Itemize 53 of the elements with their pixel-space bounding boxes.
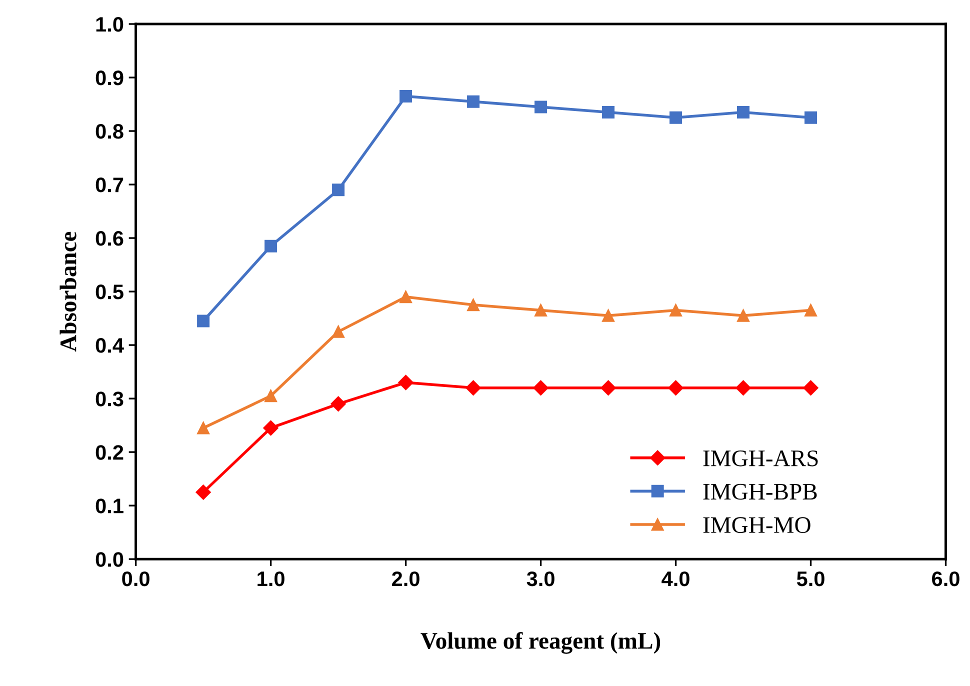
y-tick-label: 1.0 — [96, 17, 124, 32]
point — [534, 100, 548, 114]
y-tick-label: 0.5 — [96, 284, 124, 300]
point — [400, 90, 412, 102]
point — [737, 309, 750, 322]
point — [804, 304, 818, 317]
point — [466, 380, 481, 396]
point — [803, 380, 818, 396]
x-tick-label: 4.0 — [662, 571, 690, 586]
point — [467, 95, 480, 108]
y-tick-label: 0.7 — [96, 178, 124, 192]
point — [264, 390, 278, 402]
point — [197, 314, 210, 328]
y-tick-label: 0.1 — [96, 498, 124, 514]
y-tick-label: 0.0 — [96, 552, 124, 567]
point — [264, 240, 278, 252]
point — [398, 374, 414, 390]
x-tick-label: 0.0 — [122, 571, 150, 586]
point — [400, 290, 412, 304]
y-axis-title: Absorbance — [60, 232, 76, 352]
y-tick-label: 0.6 — [96, 231, 124, 246]
point — [602, 309, 615, 322]
point — [600, 380, 616, 396]
legend-label: IMGH-BPB — [703, 484, 817, 500]
x-axis-title: Volume of reagent (mL) — [420, 632, 660, 654]
point — [197, 422, 210, 434]
y-tick-label: 0.2 — [96, 445, 124, 460]
y-tick-label: 0.4 — [96, 338, 124, 353]
point — [602, 106, 615, 119]
legend-label: IMGH-MO — [703, 517, 810, 534]
point — [332, 325, 345, 338]
x-tick-label: 2.0 — [392, 571, 420, 586]
x-tick-label: 3.0 — [526, 571, 554, 586]
point — [332, 184, 345, 196]
legend-label: IMGH-ARS — [703, 450, 818, 466]
point — [737, 106, 750, 119]
x-tick-label: 6.0 — [932, 571, 960, 586]
point — [467, 298, 480, 312]
y-tick-label: 0.9 — [96, 70, 124, 86]
point — [736, 380, 751, 396]
point — [196, 484, 211, 500]
point — [330, 396, 346, 412]
point — [668, 380, 684, 396]
point — [263, 420, 278, 436]
point — [533, 380, 548, 396]
point — [804, 111, 818, 124]
y-tick-label: 0.3 — [96, 392, 124, 406]
point — [670, 304, 682, 317]
x-tick-label: 5.0 — [796, 571, 824, 586]
x-tick-label: 1.0 — [258, 571, 284, 586]
point — [670, 111, 682, 124]
y-tick-label: 0.8 — [96, 124, 124, 139]
point — [534, 304, 548, 317]
